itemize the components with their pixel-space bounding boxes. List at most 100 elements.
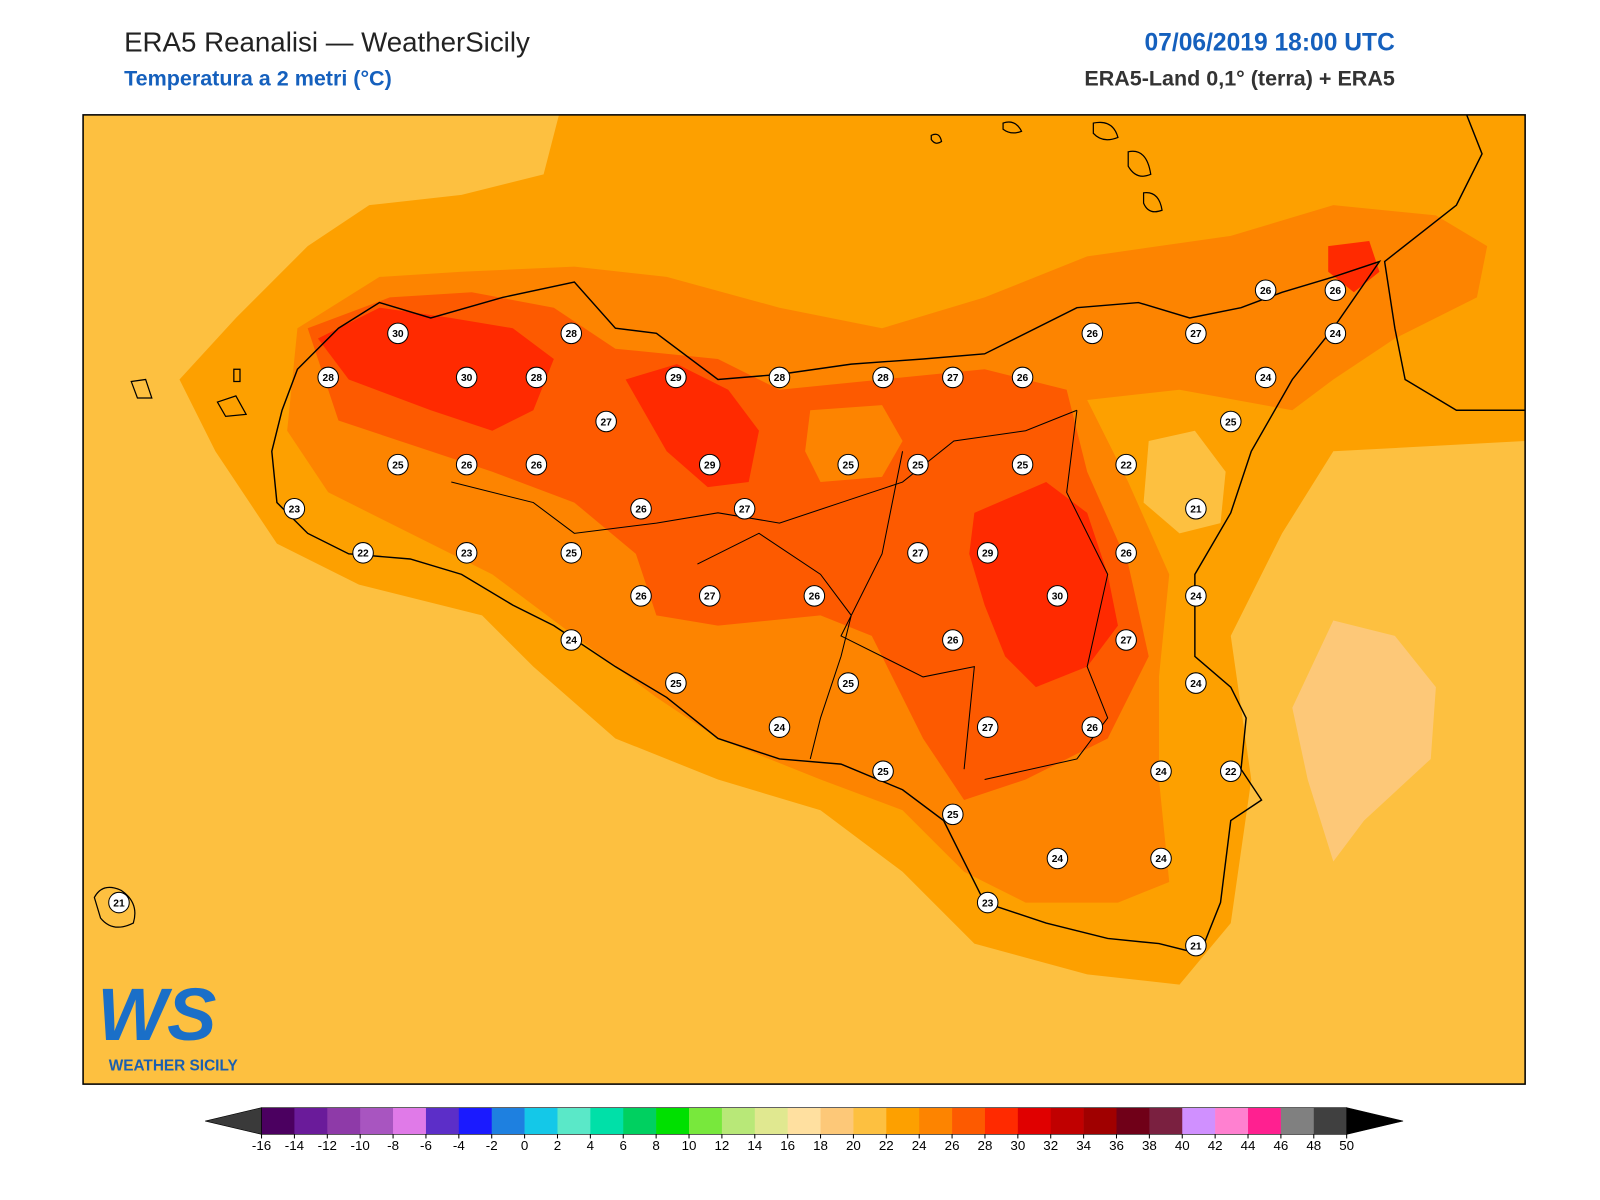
colorbar-tick-label: 2 [554,1138,561,1153]
station-marker [352,542,374,564]
colorbar-tick-label: -16 [252,1138,271,1153]
station-value: 25 [1225,417,1237,428]
station-value: 25 [566,549,578,560]
title: ERA5 Reanalisi — WeatherSicily [124,26,530,57]
colorbar-segment [623,1107,657,1135]
station-marker [560,322,583,345]
colorbar-segment [1083,1107,1117,1135]
island-pantelleria [93,886,136,928]
colorbar-segment [689,1107,723,1135]
station-value: 24 [1052,854,1064,865]
colorbar-tick-label: -4 [453,1138,465,1153]
colorbar-tick-label: 0 [521,1138,528,1153]
station-value: 25 [392,460,404,471]
station-marker [1150,847,1172,870]
station-marker [942,803,964,826]
station-marker [872,366,894,389]
colorbar-tick-label: -6 [420,1138,432,1153]
colorbar-segment [721,1107,756,1135]
station-marker [595,410,617,433]
station-marker [1254,366,1277,389]
station-marker [976,716,999,738]
stations: 30 28 28 30 28 29 28 28 27 26 26 27 26 26 24 24 25 27 25 26… [108,279,1347,957]
station-value: 26 [1330,286,1342,297]
station-value: 22 [357,549,369,560]
station-value: 27 [600,417,612,428]
station-marker [803,585,826,607]
station-value: 22 [1120,460,1132,471]
station-marker [1185,322,1207,345]
station-value: 26 [635,504,647,515]
source: ERA5-Land 0,1° (terra) + ERA5 [1084,67,1395,91]
colorbar-tick-label: 16 [780,1138,795,1153]
colorbar-segment [1149,1107,1183,1135]
station-marker [907,453,929,476]
station-marker [630,497,652,520]
station-marker [455,366,478,389]
colorbar-segment [787,1107,821,1135]
station-value: 30 [461,373,473,384]
temperature-field [83,114,1526,1085]
colorbar-segment [1248,1107,1282,1135]
station-marker [1081,322,1104,345]
station-marker [1220,760,1242,783]
field-28-c [969,482,1118,688]
colorbar-segment [853,1107,887,1135]
station-value: 24 [1330,329,1342,340]
colorbar-tick-label: -14 [285,1138,305,1153]
colorbar-segment [393,1107,427,1135]
colorbar-frame [261,1107,1347,1135]
station-marker [455,453,478,476]
logo: WS WEATHER SICILY [97,973,237,1075]
station-value: 26 [461,460,473,471]
station-marker [630,585,652,607]
station-value: 22 [1225,767,1237,778]
station-value: 25 [1017,460,1029,471]
station-value: 23 [289,504,301,515]
station-marker [1115,453,1137,476]
colorbar-segment [458,1107,493,1135]
colorbar-tick-label: 6 [620,1138,627,1153]
station-value: 28 [877,373,889,384]
station-marker [455,542,478,564]
station-marker [665,672,687,694]
station-value: 24 [1155,767,1167,778]
colorbar: -16 -14 -12 -10 -8 -6 -4 -2 0 2 4 6 8 10 12 14 16 18 20 22 2… [205,1107,1404,1153]
colorbar-under [205,1107,262,1135]
field-24-inland [805,405,903,483]
colorbar-tick-label: 4 [587,1138,595,1153]
station-marker [768,716,791,738]
station-value: 30 [1052,592,1064,603]
station-value: 21 [113,898,125,909]
colorbar-tick-label: 10 [682,1138,697,1153]
station-marker [108,891,130,914]
station-value: 26 [1120,549,1132,560]
station-marker [768,366,791,389]
station-value: 24 [774,723,786,734]
station-value: 21 [1190,941,1202,952]
province-border [451,409,1078,534]
station-marker [942,629,964,651]
colorbar-tick-label: 24 [912,1138,927,1153]
colorbar-tick-label: 42 [1208,1138,1223,1153]
colorbar-tick-label: 38 [1142,1138,1157,1153]
field-28-b [625,364,759,488]
station-value: 27 [947,373,959,384]
station-value: 29 [982,549,994,560]
station-value: 27 [739,504,751,515]
colorbar-segment [754,1107,788,1135]
station-value: 25 [843,679,855,690]
logo-text: WEATHER SICILY [109,1058,238,1075]
colorbar-tick-label: 30 [1010,1138,1025,1153]
colorbar-segment [557,1107,591,1135]
station-value: 24 [1190,679,1202,690]
colorbar-tick-label: 48 [1306,1138,1321,1153]
station-marker [1115,629,1137,651]
station-value: 26 [531,460,543,471]
colorbar-tick-label: -10 [351,1138,370,1153]
station-value: 24 [1190,592,1202,603]
station-value: 26 [1260,286,1272,297]
station-value: 25 [670,679,682,690]
colorbar-tick-label: 50 [1339,1138,1354,1153]
